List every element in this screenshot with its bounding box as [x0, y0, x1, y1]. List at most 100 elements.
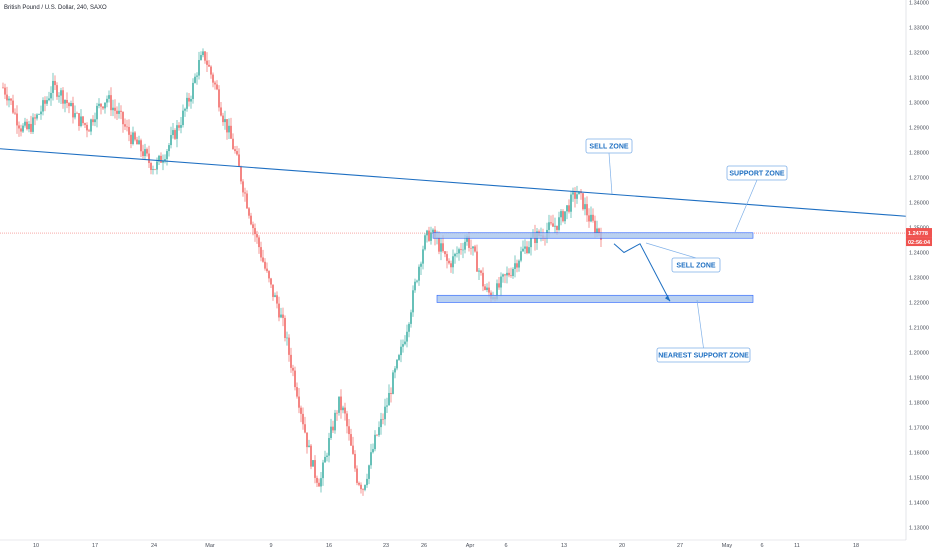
- y-tick-label: 1.16000: [909, 451, 929, 457]
- candle: [168, 143, 170, 157]
- candle: [62, 87, 64, 109]
- callout: SELL ZONE: [645, 242, 721, 273]
- candle: [248, 207, 250, 219]
- candle: [144, 143, 146, 160]
- candle: [70, 100, 72, 107]
- candle: [418, 264, 420, 286]
- candle: [202, 48, 204, 58]
- countdown-label: 02:56:04: [908, 240, 931, 246]
- x-tick-label: May: [722, 543, 733, 549]
- candle: [440, 237, 442, 261]
- candle: [122, 111, 124, 133]
- candle: [398, 353, 400, 361]
- candle: [246, 190, 248, 210]
- candle: [368, 464, 370, 485]
- candle: [150, 161, 152, 175]
- candle: [406, 324, 408, 348]
- candle: [190, 95, 192, 109]
- candle: [564, 211, 566, 225]
- candle: [46, 96, 48, 107]
- candle: [238, 148, 240, 167]
- candle: [290, 347, 292, 373]
- candle: [362, 488, 364, 496]
- candle: [508, 268, 510, 278]
- candle: [130, 131, 132, 149]
- candle: [24, 117, 26, 128]
- candle: [38, 113, 40, 115]
- y-tick-label: 1.32000: [909, 51, 929, 57]
- candle: [552, 214, 554, 227]
- candle: [488, 281, 490, 298]
- candle: [268, 270, 270, 283]
- x-tick-label: 17: [92, 543, 98, 549]
- price-axis: [906, 0, 932, 550]
- candle: [424, 233, 426, 251]
- candle: [396, 358, 398, 371]
- candle: [374, 430, 376, 452]
- x-tick-label: 16: [326, 543, 332, 549]
- candle: [394, 365, 396, 379]
- candle: [264, 258, 266, 271]
- candle: [192, 78, 194, 104]
- candle: [140, 138, 142, 158]
- candle: [242, 179, 244, 197]
- candle: [414, 278, 416, 293]
- candle: [516, 259, 518, 273]
- candle: [372, 443, 374, 454]
- candle: [12, 94, 14, 115]
- candle: [568, 199, 570, 214]
- candle: [170, 126, 172, 149]
- candle: [300, 405, 302, 423]
- candle: [316, 475, 318, 487]
- candle: [472, 246, 474, 256]
- x-tick-label: 9: [269, 543, 272, 549]
- y-tick-label: 1.31000: [909, 76, 929, 82]
- candle: [26, 118, 28, 131]
- candle: [136, 136, 138, 145]
- y-tick-label: 1.27000: [909, 176, 929, 182]
- candle: [558, 211, 560, 232]
- candle: [296, 382, 298, 399]
- candle: [314, 455, 316, 484]
- candle: [498, 276, 500, 290]
- candle: [240, 165, 242, 185]
- candle: [518, 259, 520, 272]
- candle: [14, 108, 16, 116]
- candle: [154, 168, 156, 171]
- candle: [132, 126, 134, 146]
- candle: [200, 51, 202, 61]
- candle: [108, 90, 110, 103]
- candle: [22, 123, 24, 134]
- x-tick-label: 26: [421, 543, 427, 549]
- candle: [126, 119, 128, 132]
- candle: [370, 443, 372, 469]
- candle: [462, 242, 464, 259]
- candle: [194, 73, 196, 84]
- candle: [522, 240, 524, 253]
- candle: [244, 187, 246, 202]
- candle: [28, 120, 30, 133]
- candle: [346, 410, 348, 434]
- candle: [506, 266, 508, 284]
- candle: [280, 307, 282, 319]
- candle: [430, 226, 432, 245]
- candle: [324, 450, 326, 463]
- candle: [94, 112, 96, 127]
- candle: [306, 432, 308, 454]
- candle: [504, 273, 506, 284]
- y-tick-label: 1.18000: [909, 401, 929, 407]
- candle: [476, 244, 478, 272]
- candle: [588, 208, 590, 228]
- candle: [20, 124, 22, 137]
- candle: [320, 471, 322, 493]
- trendline: [0, 148, 907, 217]
- candle: [428, 226, 430, 242]
- candle: [174, 128, 176, 141]
- candle: [158, 154, 160, 166]
- candle: [308, 439, 310, 448]
- candle: [528, 241, 530, 255]
- candle: [96, 102, 98, 128]
- candle: [410, 309, 412, 328]
- candle: [382, 413, 384, 425]
